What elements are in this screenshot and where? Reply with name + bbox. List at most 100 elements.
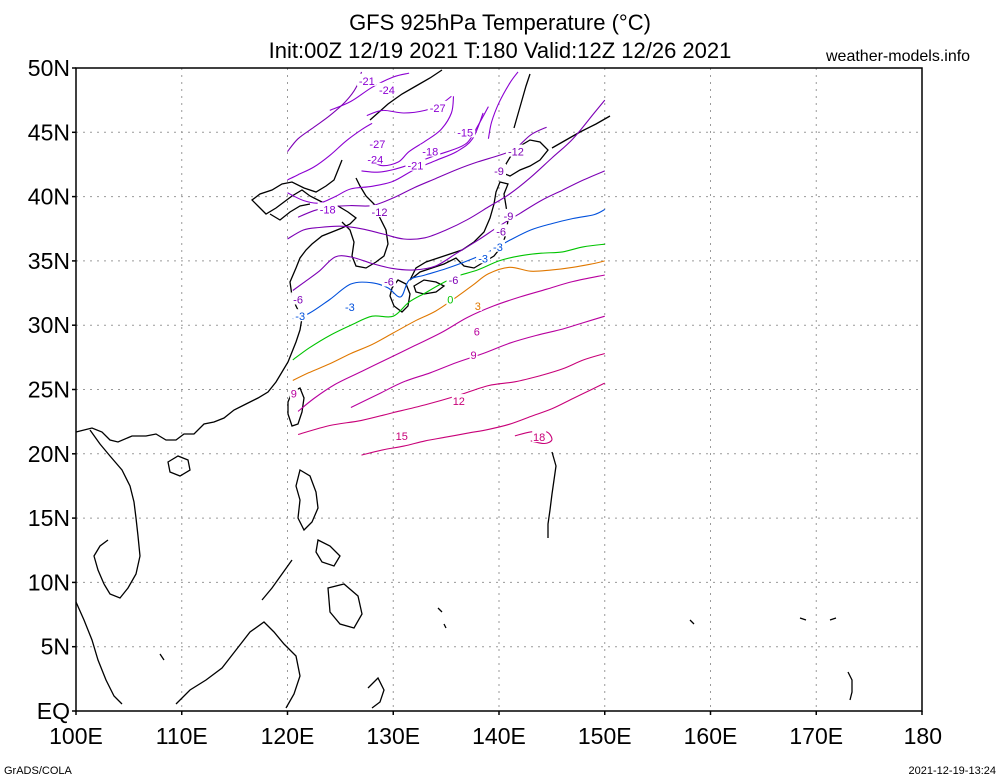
coastline-malay (75, 601, 123, 705)
lat-tick-label: 5N (41, 634, 70, 660)
contour-label: -27 (430, 103, 446, 115)
contour-label-bg (473, 298, 482, 311)
isotherm--3 (292, 208, 606, 320)
isotherm-18 (514, 430, 553, 445)
footer-timestamp: 2021-12-19-13:24 (909, 765, 996, 777)
lat-tick-label: 15N (28, 505, 70, 531)
contour-label-bg (469, 347, 478, 360)
contour-label-bg (382, 274, 397, 287)
isotherm-3 (292, 260, 605, 381)
lat-tick-label: 40N (28, 184, 70, 210)
contour-label-bg (394, 428, 409, 441)
contour-label-bg (317, 202, 338, 215)
isotherm-9 (350, 315, 605, 408)
contour-label-bg (420, 144, 441, 157)
coastline-mindanao (327, 583, 363, 629)
contour-label-bg (365, 152, 386, 165)
contour-label: -27 (369, 139, 385, 151)
contour-label: -15 (457, 127, 473, 139)
lon-tick-label: 140E (472, 723, 526, 749)
coastline-gulf-thailand (93, 539, 109, 585)
contour-label: -24 (379, 85, 395, 97)
contour-label: -3 (493, 242, 503, 254)
contour-label: -3 (345, 302, 355, 314)
coastline-luzon (295, 468, 319, 532)
contour-label-bg (356, 73, 377, 86)
coastline-sakhalin (513, 73, 531, 129)
contour-label: -24 (367, 154, 383, 166)
isotherm-6 (297, 274, 605, 412)
contour-label: 12 (453, 396, 465, 408)
lat-tick-label: 35N (28, 248, 70, 274)
contour-label-bg (293, 309, 308, 322)
site-label: weather-models.info (825, 48, 970, 65)
isotherm-12 (297, 352, 605, 436)
coastline-palawan (261, 559, 293, 601)
contour-label-bg (446, 292, 455, 305)
contour-label: -6 (293, 294, 303, 306)
contour-label: -21 (359, 76, 375, 88)
contour-label-bg (289, 386, 298, 399)
contour-label-bg (446, 273, 461, 286)
contour-label: -3 (295, 311, 305, 323)
contour-label: 9 (291, 388, 297, 400)
lon-tick-label: 110E (156, 723, 208, 749)
contour-label: 0 (447, 294, 453, 306)
isotherm--15 (287, 122, 373, 181)
contour-label: 15 (396, 431, 408, 443)
lon-tick-label: 170E (789, 723, 843, 749)
latitude-labels: 50N 45N 40N 35N 30N 25N 20N 15N 10N 5N EQ (28, 55, 76, 724)
contour-label-bg (494, 224, 509, 237)
contour-label-bg (501, 208, 516, 221)
contour-labels: -21 -24 -27 -27 -24 -21 -18 -15 -12 -9 -18 -12 -9 -6 -… (289, 73, 547, 444)
contour-label: 3 (475, 301, 481, 313)
contour-label-bg (505, 144, 526, 157)
contour-label: 9 (471, 350, 477, 362)
contour-label-bg (455, 125, 476, 138)
contour-label-bg (405, 158, 426, 171)
lat-tick-label: EQ (37, 698, 70, 724)
contour-label: 18 (533, 432, 545, 444)
coastline-marianas (547, 451, 557, 538)
coastline-manchuria (369, 69, 443, 121)
contour-label-bg (532, 430, 547, 443)
coastline-kyushu (389, 279, 411, 313)
coastline-korea (341, 177, 389, 269)
contour-label-bg (376, 82, 397, 95)
contour-label-bg (490, 239, 505, 252)
lat-tick-label: 50N (28, 55, 70, 81)
contour-label-bg (472, 324, 481, 337)
lon-tick-label: 150E (578, 723, 632, 749)
lon-tick-label: 180 (904, 723, 942, 749)
coastline-liaodong (269, 203, 311, 221)
lat-tick-label: 10N (28, 569, 70, 595)
lon-tick-label: 160E (684, 723, 738, 749)
contour-label-bg (342, 300, 357, 313)
isotherm-15 (361, 382, 606, 456)
coastline-mainland (75, 159, 357, 443)
isotherm--9 (287, 99, 606, 240)
coastline-honshu (409, 181, 509, 281)
contour-label-bg (427, 100, 448, 113)
contour-label: -18 (320, 204, 336, 216)
graticule (76, 68, 922, 711)
lon-tick-label: 120E (261, 723, 315, 749)
contour-label-bg (476, 251, 491, 264)
isotherm--18 (287, 112, 484, 204)
coastlines (75, 69, 853, 709)
contour-label-bg (492, 163, 506, 176)
contour-label-bg (451, 394, 466, 407)
coastline-taiwan (287, 387, 305, 427)
coastline-shikoku (413, 279, 446, 295)
contour-label-bg (367, 136, 388, 149)
coastline-hainan (167, 455, 191, 477)
longitude-labels: 100E 110E 120E 130E 140E 150E 160E 170E 180 (49, 711, 942, 749)
lon-tick-label: 130E (366, 723, 420, 749)
map-title: GFS 925hPa Temperature (°C) (349, 10, 651, 35)
lat-tick-label: 45N (28, 119, 70, 145)
isotherm-0 (292, 243, 605, 361)
contour-label: -21 (408, 161, 424, 173)
contour-label: -12 (372, 207, 388, 219)
footer-credit: GrADS/COLA (4, 765, 73, 777)
